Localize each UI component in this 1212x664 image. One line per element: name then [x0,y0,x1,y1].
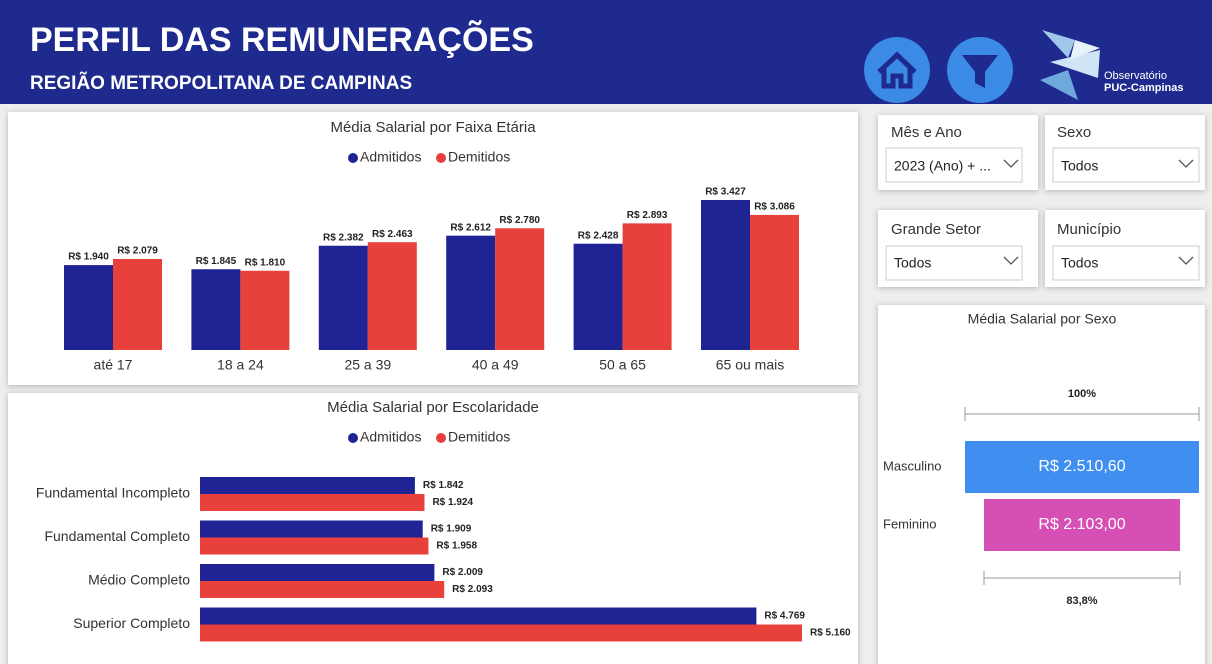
data-label: R$ 5.160 [810,628,851,639]
filter-label: Mês e Ano [891,124,962,141]
header-title: PERFIL DAS REMUNERAÇÕES [30,21,534,59]
data-label: R$ 2.510,60 [1038,458,1125,475]
data-label: R$ 1.958 [436,541,477,552]
filter-value[interactable]: Todos [1061,158,1098,174]
filter-button[interactable] [947,37,1013,103]
data-label: R$ 2.893 [627,210,668,221]
category-label: Masculino [883,458,942,473]
data-label: R$ 1.810 [245,257,286,268]
data-label: R$ 2.103,00 [1038,516,1125,533]
legend-label: Admitidos [360,429,421,445]
data-label: R$ 2.382 [323,232,364,243]
data-label: R$ 2.463 [372,229,413,240]
x-tick-label: 25 a 39 [344,357,391,373]
legend-marker [348,433,358,443]
category-label: Feminino [883,516,936,531]
logo-text: Observatório [1104,70,1167,82]
filter-value[interactable]: Todos [894,255,931,271]
bar [191,269,241,350]
bar [200,624,802,642]
x-tick-label: 50 a 65 [599,357,646,373]
y-tick-label: Fundamental Incompleto [36,485,190,501]
data-label: R$ 1.924 [432,497,473,508]
legend-label: Demitidos [448,149,510,165]
home-button[interactable] [864,37,930,103]
data-label: R$ 2.079 [117,246,158,257]
bar [200,494,425,511]
filter-label: Sexo [1057,124,1091,141]
bar [701,200,750,350]
data-label: R$ 3.427 [705,187,746,198]
bar [200,607,757,625]
legend-label: Admitidos [360,149,421,165]
filter-card[interactable] [1045,115,1205,190]
filter-value[interactable]: Todos [1061,255,1098,271]
filter-card[interactable] [878,210,1038,287]
bar [200,537,429,555]
legend-marker [436,433,446,443]
data-label: R$ 2.780 [499,215,540,226]
x-tick-label: 40 a 49 [472,357,519,373]
data-label: R$ 3.086 [754,202,795,213]
bar [240,270,290,350]
bar [200,564,435,581]
funnel-bar [965,441,1199,493]
logo [1040,30,1100,100]
x-tick-label: 65 ou mais [716,357,784,373]
legend-marker [436,153,446,163]
chart-title: Média Salarial por Escolaridade [327,399,539,416]
header-bar [0,0,1212,104]
bar [200,477,415,494]
data-label: R$ 1.845 [196,256,237,267]
y-tick-label: Médio Completo [88,572,190,588]
logo-text: PUC-Campinas [1104,82,1183,94]
funnel-bar [983,499,1181,551]
data-label: R$ 2.009 [442,567,483,578]
legend-marker [348,153,358,163]
filter-card[interactable] [1045,210,1205,287]
legend-label: Demitidos [448,429,510,445]
data-label: R$ 4.769 [764,611,805,622]
annotation: 83,8% [1066,595,1097,607]
data-label: R$ 2.093 [452,584,493,595]
filter-label: Município [1057,221,1121,238]
bar [622,223,672,350]
data-label: R$ 2.428 [578,230,619,241]
y-tick-label: Superior Completo [73,615,190,631]
bar [446,235,496,350]
filter-label: Grande Setor [891,221,981,238]
bar [64,265,113,350]
data-label: R$ 2.612 [450,222,491,233]
bar [495,228,545,350]
bar [750,214,799,350]
data-label: R$ 1.940 [68,252,109,263]
bar [318,245,368,350]
y-tick-label: Fundamental Completo [44,528,190,544]
data-label: R$ 1.842 [423,480,464,491]
bar [367,242,417,350]
annotation: 100% [1068,388,1096,400]
bar [113,259,162,350]
bar [200,520,423,538]
bar [573,243,623,350]
filter-value[interactable]: 2023 (Ano) + ... [894,158,991,174]
x-tick-label: 18 a 24 [217,357,264,373]
header-subtitle: REGIÃO METROPOLITANA DE CAMPINAS [30,72,412,94]
filter-card[interactable] [878,115,1038,190]
chart-title: Média Salarial por Faixa Etária [330,119,536,136]
chart-title: Média Salarial por Sexo [968,311,1117,327]
data-label: R$ 1.909 [431,524,472,535]
bar [200,581,445,598]
x-tick-label: até 17 [94,357,133,373]
